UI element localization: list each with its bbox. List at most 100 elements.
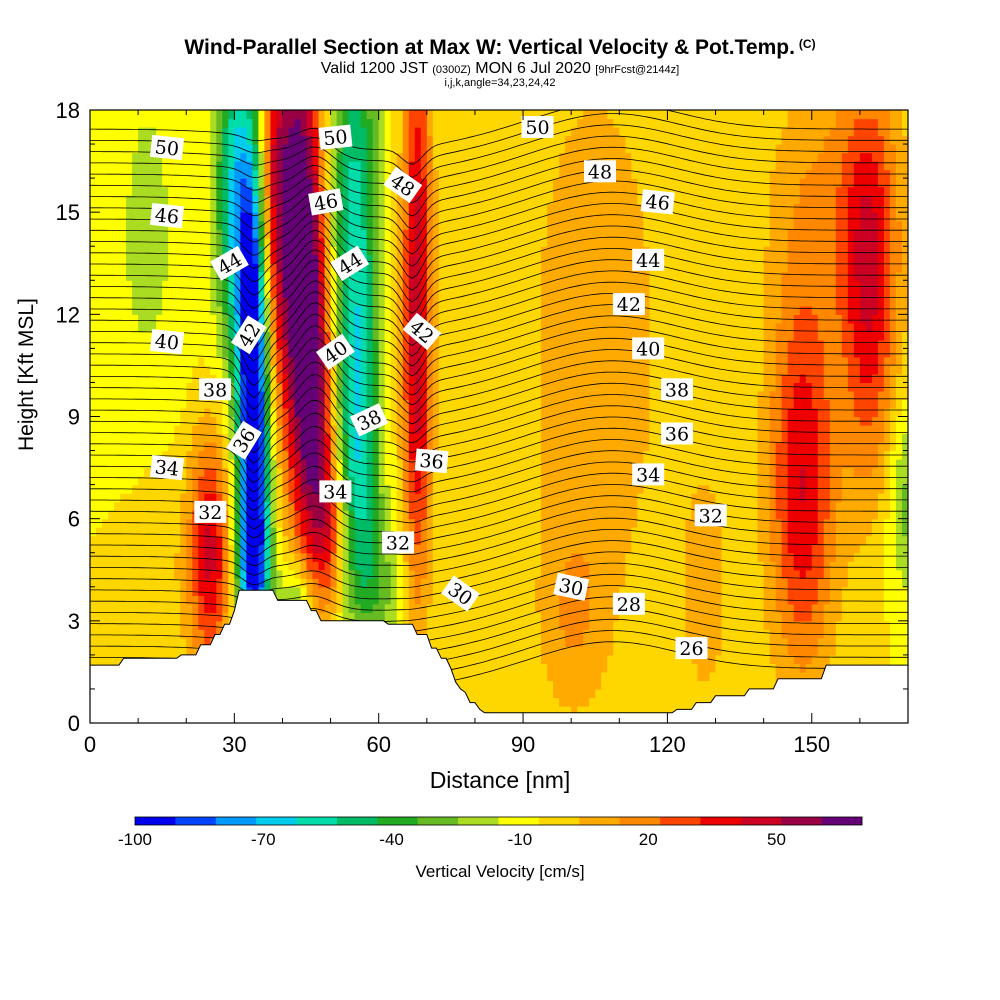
velocity-cell	[258, 169, 266, 179]
velocity-cell	[378, 373, 386, 384]
velocity-cell	[264, 161, 272, 171]
velocity-cell	[474, 518, 482, 528]
velocity-cell	[156, 603, 163, 613]
velocity-cell	[120, 518, 127, 528]
velocity-cell	[432, 288, 440, 298]
velocity-cell	[438, 646, 446, 656]
velocity-cell	[384, 186, 392, 196]
velocity-cell	[138, 467, 145, 477]
velocity-cell	[282, 399, 290, 409]
velocity-cell	[102, 425, 109, 435]
velocity-cell	[492, 229, 500, 239]
velocity-cell	[222, 425, 229, 435]
velocity-cell	[180, 467, 187, 477]
velocity-cell	[144, 161, 151, 171]
velocity-cell	[450, 373, 458, 384]
velocity-cell	[492, 263, 500, 273]
velocity-cell	[150, 373, 157, 384]
velocity-cell	[144, 425, 151, 435]
velocity-cell	[499, 246, 506, 256]
velocity-cell	[312, 390, 320, 401]
velocity-cell	[444, 459, 452, 469]
velocity-cell	[426, 212, 434, 222]
velocity-cell	[90, 271, 97, 281]
velocity-cell	[234, 425, 241, 435]
velocity-cell	[102, 569, 109, 579]
velocity-cell	[156, 373, 163, 384]
velocity-cell	[120, 578, 127, 588]
velocity-cell	[390, 484, 398, 494]
velocity-cell	[108, 399, 115, 409]
velocity-cell	[450, 433, 458, 443]
velocity-cell	[294, 552, 302, 562]
velocity-cell	[384, 442, 392, 452]
velocity-cell	[450, 152, 458, 162]
velocity-cell	[258, 484, 266, 494]
velocity-cell	[156, 314, 163, 324]
velocity-cell	[505, 578, 512, 588]
velocity-cell	[186, 578, 193, 588]
velocity-cell	[282, 425, 290, 435]
velocity-cell	[336, 578, 344, 588]
velocity-cell	[499, 637, 506, 647]
velocity-cell	[438, 518, 446, 528]
velocity-cell	[474, 586, 482, 596]
velocity-cell	[258, 527, 266, 537]
velocity-cell	[450, 493, 458, 503]
velocity-cell	[192, 425, 199, 435]
velocity-cell	[138, 305, 145, 315]
velocity-cell	[168, 407, 175, 418]
grid-indices: i,j,k,angle=34,23,24,42	[0, 77, 1000, 89]
velocity-cell	[505, 603, 512, 613]
velocity-cell	[324, 382, 332, 392]
velocity-cell	[474, 646, 482, 656]
velocity-cell	[348, 561, 356, 571]
velocity-cell	[492, 127, 500, 137]
velocity-cell	[408, 595, 416, 605]
velocity-cell	[168, 382, 175, 392]
velocity-cell	[456, 229, 464, 239]
velocity-cell	[306, 595, 314, 605]
velocity-cell	[438, 305, 446, 315]
velocity-cell	[138, 127, 145, 137]
velocity-cell	[252, 552, 260, 562]
velocity-cell	[402, 612, 410, 622]
velocity-cell	[276, 535, 284, 545]
velocity-cell	[150, 603, 157, 613]
velocity-cell	[240, 373, 247, 384]
velocity-cell	[480, 229, 488, 239]
velocity-cell	[264, 305, 272, 315]
velocity-cell	[168, 510, 175, 520]
velocity-cell	[186, 212, 193, 222]
velocity-cell	[408, 271, 416, 281]
velocity-cell	[120, 254, 127, 264]
velocity-cell	[228, 561, 235, 571]
velocity-cell	[180, 220, 187, 230]
velocity-cell	[198, 220, 205, 230]
velocity-cell	[90, 127, 97, 137]
velocity-cell	[192, 382, 199, 392]
velocity-cell	[246, 212, 253, 222]
velocity-cell	[444, 612, 452, 622]
velocity-cell	[156, 297, 163, 307]
velocity-cell	[234, 569, 241, 579]
velocity-cell	[288, 118, 296, 128]
velocity-cell	[126, 586, 133, 596]
velocity-cell	[420, 407, 428, 418]
velocity-cell	[390, 212, 398, 222]
velocity-cell	[264, 195, 272, 205]
velocity-cell	[90, 646, 97, 656]
velocity-cell	[294, 595, 302, 605]
velocity-cell	[492, 578, 500, 588]
velocity-cell	[378, 442, 386, 452]
velocity-cell	[120, 544, 127, 554]
velocity-cell	[474, 127, 482, 137]
velocity-cell	[186, 535, 193, 545]
velocity-cell	[300, 569, 308, 579]
velocity-cell	[270, 459, 278, 469]
velocity-cell	[450, 535, 458, 545]
velocity-cell	[486, 203, 494, 213]
velocity-cell	[450, 246, 458, 256]
velocity-cell	[186, 220, 193, 230]
velocity-cell	[186, 484, 193, 494]
